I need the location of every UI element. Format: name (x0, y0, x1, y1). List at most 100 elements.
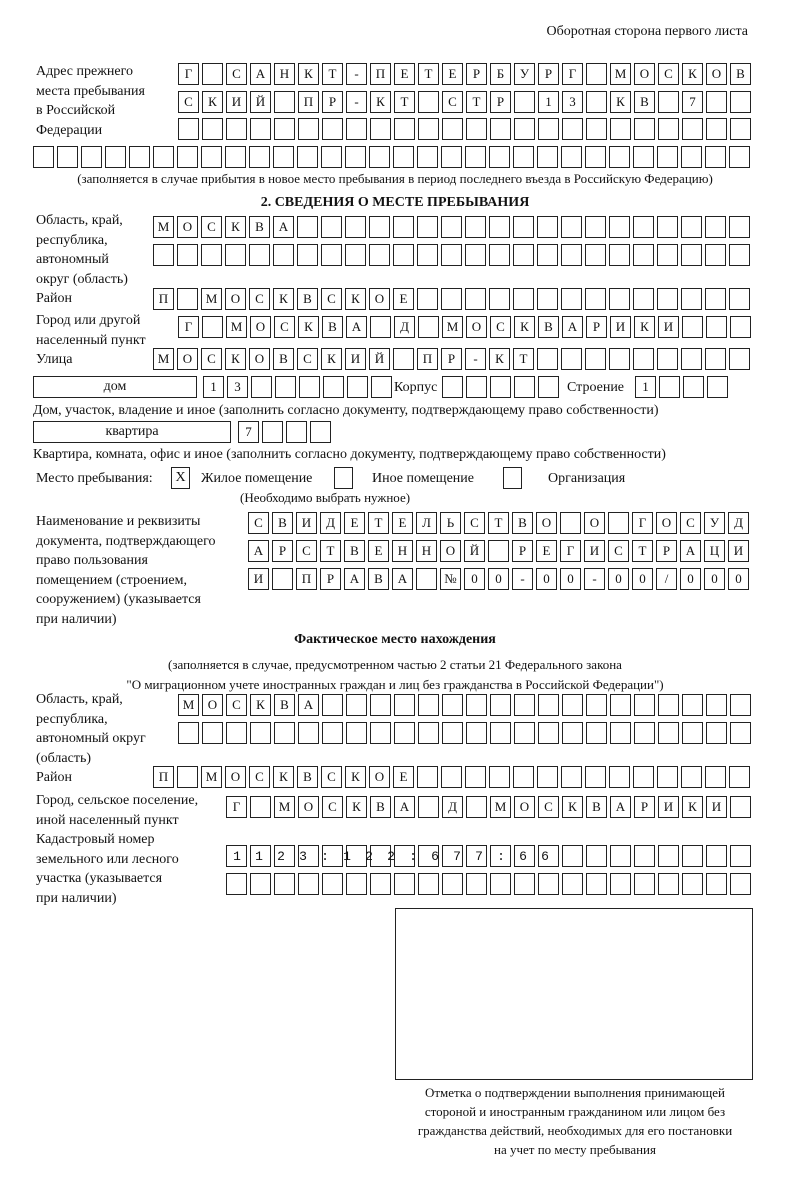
char-cell[interactable] (441, 216, 462, 238)
char-cell[interactable]: Т (488, 512, 509, 534)
char-cell[interactable] (537, 348, 558, 370)
char-cell[interactable] (393, 348, 414, 370)
char-cell[interactable] (513, 288, 534, 310)
char-cell[interactable] (730, 694, 751, 716)
document-row-3[interactable]: И П Р А В А № 0 0-0 0-0 0/0 0 0 (248, 568, 752, 590)
char-cell[interactable]: Г (226, 796, 247, 818)
char-cell[interactable]: Б (490, 63, 511, 85)
char-cell[interactable] (681, 766, 702, 788)
char-cell[interactable] (490, 845, 511, 867)
char-cell[interactable]: М (226, 316, 247, 338)
char-cell[interactable]: В (512, 512, 533, 534)
prev-address-row-3[interactable] (178, 118, 754, 140)
char-cell[interactable] (682, 316, 703, 338)
char-cell[interactable]: К (610, 91, 631, 113)
char-cell[interactable] (321, 216, 342, 238)
char-cell[interactable]: В (297, 288, 318, 310)
char-cell[interactable] (514, 118, 535, 140)
char-cell[interactable] (466, 376, 487, 398)
char-cell[interactable] (561, 146, 582, 168)
char-cell[interactable] (562, 722, 583, 744)
char-cell[interactable] (226, 118, 247, 140)
char-cell[interactable] (609, 766, 630, 788)
char-cell[interactable]: Е (392, 512, 413, 534)
char-cell[interactable] (537, 244, 558, 266)
char-cell[interactable]: М (201, 288, 222, 310)
char-cell[interactable]: С (226, 694, 247, 716)
char-cell[interactable] (682, 722, 703, 744)
char-cell[interactable]: Г (560, 540, 581, 562)
char-cell[interactable] (730, 722, 751, 744)
char-cell[interactable] (202, 118, 223, 140)
char-cell[interactable]: У (704, 512, 725, 534)
char-cell[interactable] (657, 146, 678, 168)
char-cell[interactable] (466, 722, 487, 744)
char-cell[interactable] (513, 146, 534, 168)
char-cell[interactable]: М (274, 796, 295, 818)
char-cell[interactable]: Е (393, 766, 414, 788)
char-cell[interactable] (177, 146, 198, 168)
char-cell[interactable] (369, 244, 390, 266)
char-cell[interactable] (633, 146, 654, 168)
char-cell[interactable]: В (297, 766, 318, 788)
char-cell[interactable] (634, 873, 655, 895)
char-cell[interactable] (609, 288, 630, 310)
char-cell[interactable] (129, 146, 150, 168)
char-cell[interactable] (706, 118, 727, 140)
char-cell[interactable]: Р (441, 348, 462, 370)
char-cell[interactable] (310, 421, 331, 443)
char-cell[interactable] (177, 244, 198, 266)
char-cell[interactable] (537, 288, 558, 310)
char-cell[interactable]: О (536, 512, 557, 534)
region-row-2[interactable] (153, 244, 753, 266)
char-cell[interactable]: И (728, 540, 749, 562)
char-cell[interactable] (707, 376, 728, 398)
char-cell[interactable]: Г (562, 63, 583, 85)
char-cell[interactable]: Н (274, 63, 295, 85)
char-cell[interactable]: А (273, 216, 294, 238)
char-cell[interactable] (394, 845, 415, 867)
char-cell[interactable]: К (489, 348, 510, 370)
char-cell[interactable]: П (298, 91, 319, 113)
char-cell[interactable] (561, 244, 582, 266)
char-cell[interactable]: С (249, 766, 270, 788)
char-cell[interactable]: М (610, 63, 631, 85)
char-cell[interactable] (346, 694, 367, 716)
char-cell[interactable] (586, 91, 607, 113)
char-cell[interactable] (657, 288, 678, 310)
char-cell[interactable]: О (440, 540, 461, 562)
char-cell[interactable] (153, 244, 174, 266)
char-cell[interactable]: К (225, 348, 246, 370)
char-cell[interactable]: Е (393, 288, 414, 310)
char-cell[interactable]: О (369, 288, 390, 310)
char-cell[interactable]: К (321, 348, 342, 370)
char-cell[interactable] (251, 376, 272, 398)
char-cell[interactable] (249, 146, 270, 168)
char-cell[interactable]: Е (344, 512, 365, 534)
char-cell[interactable]: П (153, 766, 174, 788)
char-cell[interactable] (345, 216, 366, 238)
char-cell[interactable]: О (225, 288, 246, 310)
char-cell[interactable]: А (680, 540, 701, 562)
char-cell[interactable] (465, 766, 486, 788)
char-cell[interactable] (561, 766, 582, 788)
char-cell[interactable]: С (442, 91, 463, 113)
char-cell[interactable] (273, 244, 294, 266)
char-cell[interactable] (442, 873, 463, 895)
char-cell[interactable] (345, 244, 366, 266)
char-cell[interactable]: Т (466, 91, 487, 113)
char-cell[interactable]: 0 (704, 568, 725, 590)
char-cell[interactable] (682, 845, 703, 867)
building-row[interactable]: 1 (635, 376, 731, 398)
char-cell[interactable]: В (344, 540, 365, 562)
char-cell[interactable] (489, 288, 510, 310)
char-cell[interactable] (416, 568, 437, 590)
char-cell[interactable] (418, 694, 439, 716)
char-cell[interactable]: Р (538, 63, 559, 85)
char-cell[interactable] (490, 694, 511, 716)
char-cell[interactable] (153, 146, 174, 168)
char-cell[interactable]: В (586, 796, 607, 818)
char-cell[interactable]: О (177, 216, 198, 238)
char-cell[interactable] (682, 118, 703, 140)
char-cell[interactable]: Ц (704, 540, 725, 562)
